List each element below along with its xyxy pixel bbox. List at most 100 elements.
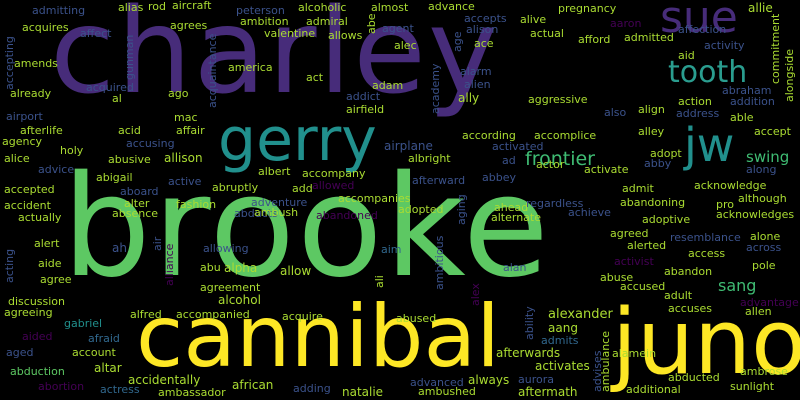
word-alec: alec (394, 39, 417, 52)
word-natalie: natalie (342, 385, 384, 399)
word-gunman: gunman (123, 34, 136, 80)
word-admitting: admitting (32, 4, 86, 17)
word-accomplice: accomplice (534, 129, 597, 142)
word-adding: adding (293, 382, 331, 395)
word-alpha: alpha (224, 261, 258, 275)
word-acquired: acquired (86, 81, 134, 94)
word-ahead: ahead (494, 201, 529, 214)
word-acquire: acquire (282, 310, 323, 323)
word-holy: holy (60, 144, 84, 157)
word-adam: adam (372, 79, 404, 92)
word-ambush: ambush (254, 206, 299, 219)
word-afterward: afterward (412, 174, 466, 187)
word-active: active (168, 175, 202, 188)
word-alive: alive (520, 13, 547, 26)
word-alter: alter (124, 197, 150, 210)
word-acknowledges: acknowledges (716, 208, 795, 221)
word-jw: jw (684, 118, 735, 172)
word-advance: advance (428, 0, 475, 13)
word-academy: academy (429, 63, 442, 114)
word-abruptly: abruptly (212, 181, 259, 194)
word-alexander: alexander (548, 307, 613, 322)
word-aftermath: aftermath (518, 385, 578, 399)
word-discussion: discussion (8, 295, 66, 308)
word-allie: allie (748, 1, 773, 15)
word-alternate: alternate (491, 211, 541, 224)
word-abandoned: abandoned (316, 209, 378, 222)
word-abused: abused (396, 312, 437, 325)
word-accompanied: accompanied (176, 308, 250, 321)
word-agrees: agrees (170, 19, 208, 32)
word-gerry: gerry (218, 105, 377, 175)
word-alias: alias (118, 1, 144, 14)
word-abby: abby (644, 157, 672, 170)
word-absence: absence (112, 207, 159, 220)
word-align: align (638, 103, 665, 116)
word-ambulance: ambulance (599, 331, 612, 392)
word-agent: agent (382, 22, 414, 35)
word-acting: acting (3, 248, 16, 283)
word-afterwards: afterwards (496, 346, 561, 360)
word-airfield: airfield (346, 103, 385, 116)
word-already: already (10, 87, 52, 100)
word-across: across (746, 241, 782, 254)
word-alley: alley (638, 125, 665, 138)
word-agreeing: agreeing (4, 306, 53, 319)
word-advice: advice (38, 163, 75, 176)
word-allowed: allowed (312, 179, 355, 192)
word-advanced: advanced (410, 376, 464, 389)
word-agreement: agreement (200, 281, 261, 294)
word-pro: pro (716, 198, 734, 211)
word-addition: addition (730, 95, 775, 108)
word-valentine: valentine (264, 27, 316, 40)
word-accepted: accepted (4, 183, 55, 196)
word-abe: abe (365, 13, 378, 35)
word-accident: accident (4, 199, 51, 212)
word-accused: accused (620, 280, 666, 293)
word-alarm: alarm (460, 65, 492, 78)
word-sue: sue (660, 0, 738, 43)
word-access: access (688, 247, 726, 260)
word-frontier: frontier (525, 148, 595, 170)
word-actually: actually (18, 211, 62, 224)
word-aging: aging (455, 194, 468, 225)
word-allow: allow (280, 264, 312, 278)
word-ambassador: ambassador (158, 386, 226, 399)
word-achieve: achieve (568, 206, 611, 219)
word-accidentally: accidentally (128, 373, 201, 387)
word-action: action (678, 95, 712, 108)
word-albert: albert (258, 165, 291, 178)
word-air: air (151, 236, 164, 251)
word-commitment: commitment (769, 13, 782, 84)
word-advantage: advantage (740, 296, 799, 309)
word-affection: affection (678, 23, 727, 36)
word-able: able (730, 111, 754, 124)
word-alice: alice (4, 152, 30, 165)
word-airplane: airplane (384, 139, 433, 153)
word-adventure: adventure (251, 196, 308, 209)
word-alan: alan (503, 261, 527, 274)
word-ally: ally (458, 91, 480, 105)
word-cannibal: cannibal (136, 287, 501, 387)
word-pole: pole (752, 259, 776, 272)
word-alerted: alerted (627, 239, 667, 252)
word-abandoning: abandoning (620, 196, 686, 209)
word-abu: abu (200, 261, 221, 274)
word-adopted: adopted (398, 203, 444, 216)
word-accompanies: accompanies (338, 192, 411, 205)
word-abducted: abducted (668, 371, 720, 384)
word-address: address (676, 107, 720, 120)
word-abandon: abandon (664, 265, 713, 278)
word-rod: rod (148, 0, 166, 13)
word-alien: alien (464, 78, 491, 91)
word-ambushed: ambushed (418, 385, 476, 398)
word-always: always (468, 373, 510, 387)
word-acquaintance: acquaintance (206, 33, 219, 108)
word-accept: accept (754, 125, 791, 138)
word-ago: ago (168, 87, 189, 100)
word-abusive: abusive (108, 153, 151, 166)
word-swing: swing (746, 148, 790, 166)
word-abuse: abuse (600, 271, 634, 284)
word-sang: sang (718, 276, 757, 295)
